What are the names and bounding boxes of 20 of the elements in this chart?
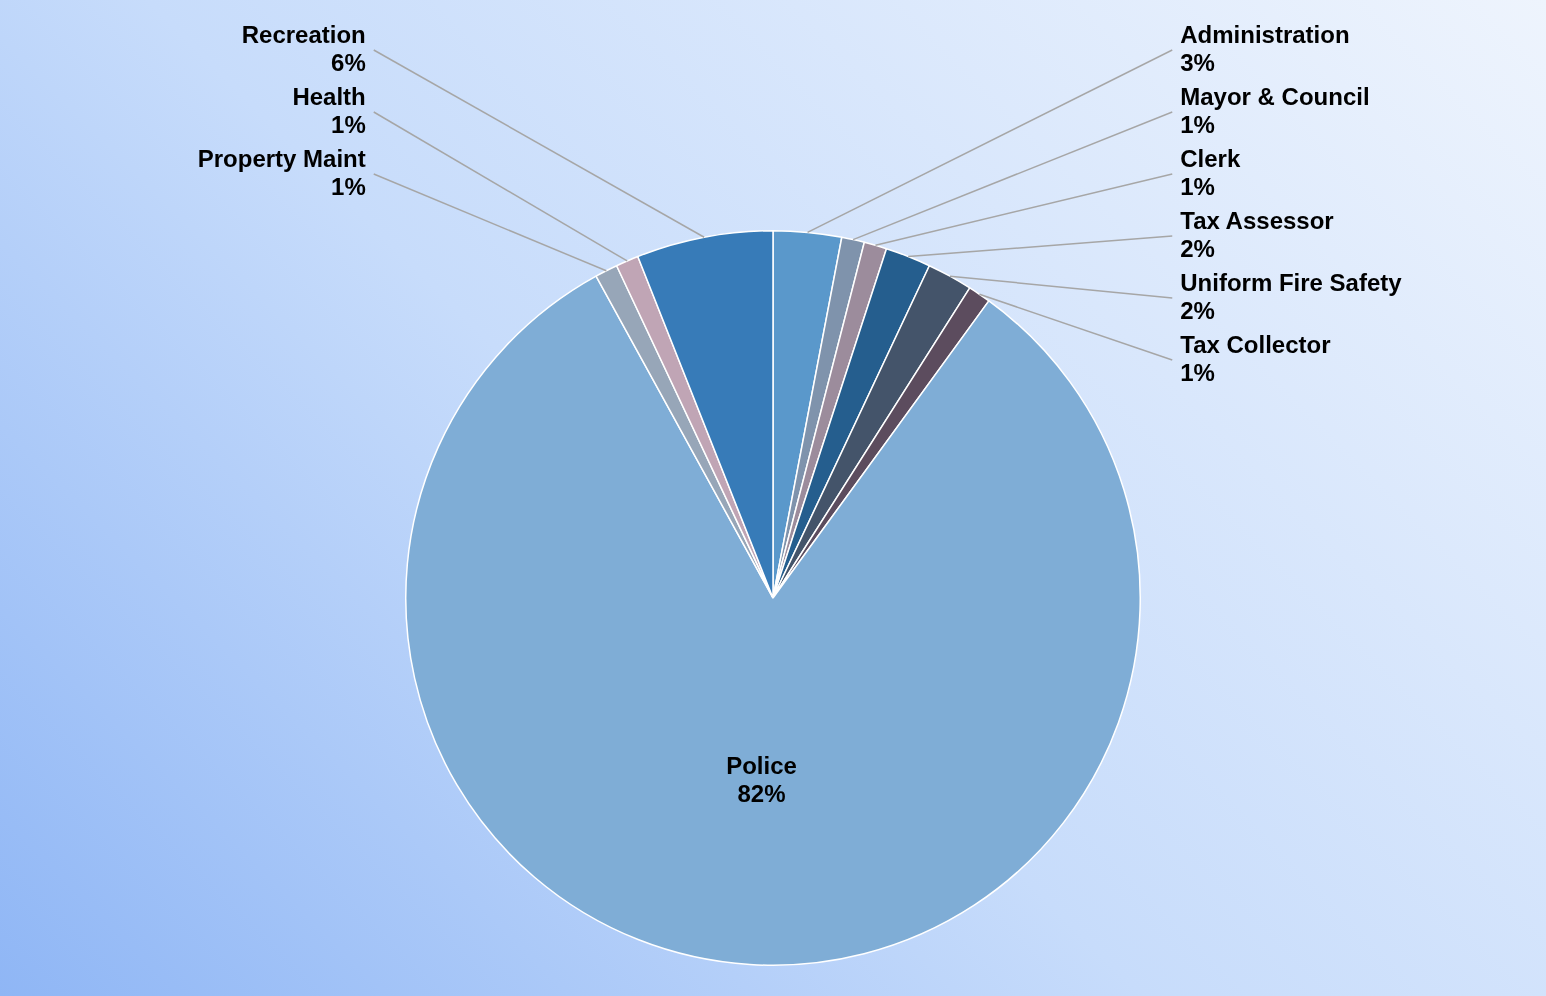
data-label: 1% [331,110,366,138]
data-label: 2% [1180,234,1215,262]
data-label: 1% [331,172,366,200]
data-label: 6% [331,48,366,76]
slice-label: Administration [1180,20,1350,48]
slice-label: Clerk [1180,144,1241,172]
slice-label: Tax Assessor [1180,206,1334,234]
slice-label: Tax Collector [1180,330,1331,358]
slice-label: Property Maint [197,144,366,172]
slice-label: Recreation [241,20,366,48]
data-label: 1% [1180,172,1215,200]
slice-label: Police [726,751,797,779]
data-label: 1% [1180,358,1215,386]
data-label: 1% [1180,110,1215,138]
data-label: 82% [737,779,786,807]
data-label: 3% [1180,48,1215,76]
data-label: 2% [1180,296,1215,324]
slice-label: Health [292,82,366,110]
slice-label: Mayor & Council [1180,82,1370,110]
slice-label: Uniform Fire Safety [1180,268,1403,296]
